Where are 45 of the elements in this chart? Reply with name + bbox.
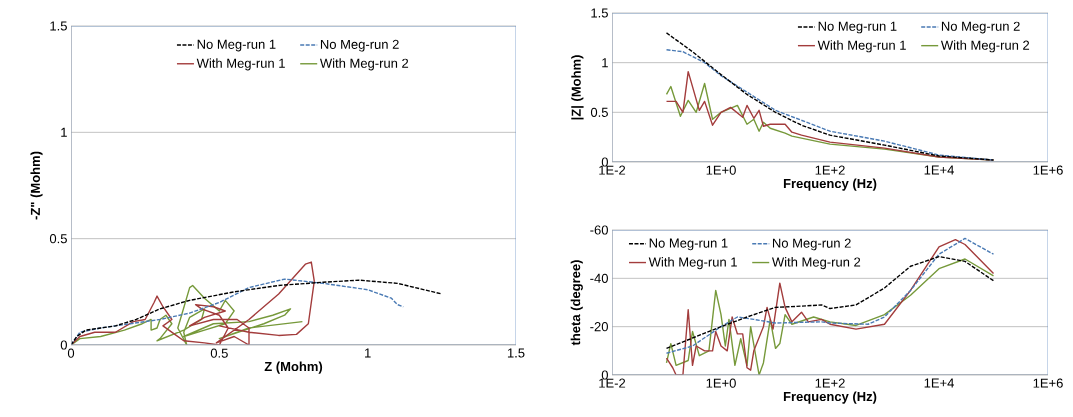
y-tick-label: 1.5 — [50, 21, 67, 31]
y-axis-title: |Z| (Mohm) — [571, 55, 584, 120]
y-tick-label: 1 — [602, 58, 608, 68]
x-tick-label: 0 — [67, 348, 75, 358]
legend-label: No Meg-run 1 — [818, 21, 897, 34]
legend-label: With Meg-run 2 — [319, 58, 409, 71]
y-tick-label: 0.5 — [49, 234, 67, 244]
legend-label: No Meg-run 1 — [649, 238, 728, 251]
x-tick-label: 1 — [365, 348, 371, 358]
x-tick-label: 1E+4 — [924, 165, 954, 175]
x-tick-label: 1E+2 — [815, 378, 845, 388]
y-axis-title: theta (degree) — [570, 260, 583, 346]
y-tick-label: 0 — [60, 340, 67, 350]
legend-label: No Meg-run 2 — [941, 21, 1020, 34]
legend-label: No Meg-run 1 — [197, 39, 276, 52]
x-tick-label: 1E-2 — [599, 165, 626, 175]
x-axis-title: Frequency (Hz) — [783, 391, 877, 404]
y-tick-label: -60 — [590, 225, 608, 235]
y-tick-label: 1 — [61, 127, 67, 137]
x-tick-label: 1E-2 — [599, 378, 626, 388]
y-tick-label: 1.5 — [591, 8, 608, 18]
y-axis-title: -Z" (Mohm) — [30, 151, 43, 220]
legend-label: With Meg-run 1 — [196, 58, 285, 71]
x-tick-label: 1E+4 — [924, 378, 954, 388]
x-axis-title: Z (Mohm) — [264, 361, 323, 374]
line-series — [71, 261, 315, 345]
x-axis-title: Frequency (Hz) — [783, 178, 877, 191]
legend-label: With Meg-run 2 — [940, 40, 1030, 53]
x-tick-label: 1E+2 — [815, 165, 845, 175]
legend-label: No Meg-run 2 — [772, 238, 851, 251]
x-tick-label: 1.5 — [507, 348, 525, 358]
legend-label: With Meg-run 1 — [648, 257, 737, 270]
legend-label: With Meg-run 1 — [817, 40, 906, 53]
legend-label: No Meg-run 2 — [320, 39, 399, 52]
x-tick-label: 0.5 — [210, 348, 228, 358]
y-tick-label: -40 — [590, 273, 608, 283]
legend-label: With Meg-run 2 — [771, 257, 861, 270]
x-tick-label: 1E+0 — [706, 165, 736, 175]
x-tick-label: 1E+0 — [706, 378, 736, 388]
y-tick-label: 0.5 — [590, 107, 608, 117]
x-tick-label: 1E+6 — [1033, 378, 1063, 388]
x-tick-label: 1E+6 — [1033, 165, 1063, 175]
y-tick-label: 0 — [601, 157, 608, 167]
y-tick-label: 0 — [601, 370, 608, 380]
y-tick-label: -20 — [590, 322, 608, 332]
